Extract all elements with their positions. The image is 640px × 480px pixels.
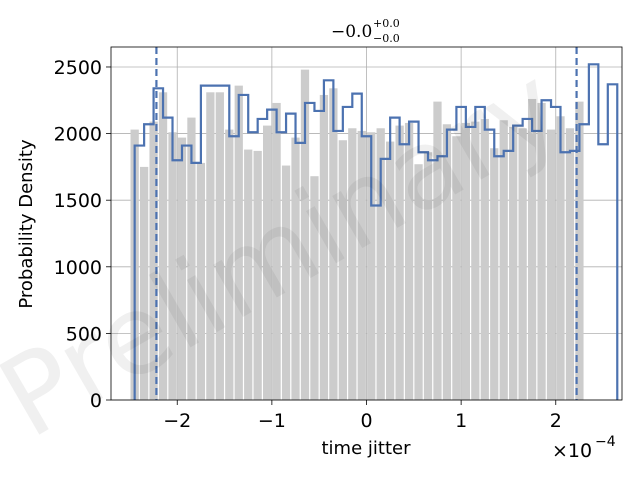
histogram-bar xyxy=(566,128,574,400)
x-tick-label: −2 xyxy=(163,410,191,432)
x-tick-label: 0 xyxy=(360,410,372,432)
x-tick-label: −1 xyxy=(258,410,286,432)
title-superscript: +0.0 xyxy=(373,17,400,30)
x-offset-exponent: −4 xyxy=(595,434,616,450)
y-tick-label: 2500 xyxy=(54,57,102,79)
y-axis-label: Probability Density xyxy=(16,139,37,309)
y-tick-label: 1000 xyxy=(54,257,102,279)
title-subscript: −0.0 xyxy=(373,32,400,45)
x-axis-label: time jitter xyxy=(322,438,412,459)
x-tick-label: 2 xyxy=(550,410,562,432)
x-axis-ticks: −2 −1 0 1 2 xyxy=(163,400,562,432)
x-axis-offset: ×10 −4 xyxy=(552,434,616,462)
chart-title: −0.0 +0.0 −0.0 xyxy=(331,17,400,45)
x-tick-label: 1 xyxy=(455,410,467,432)
y-tick-label: 1500 xyxy=(54,190,102,212)
x-offset-base: ×10 xyxy=(552,440,592,462)
y-tick-label: 2000 xyxy=(54,124,102,146)
title-base: −0.0 xyxy=(331,22,372,42)
